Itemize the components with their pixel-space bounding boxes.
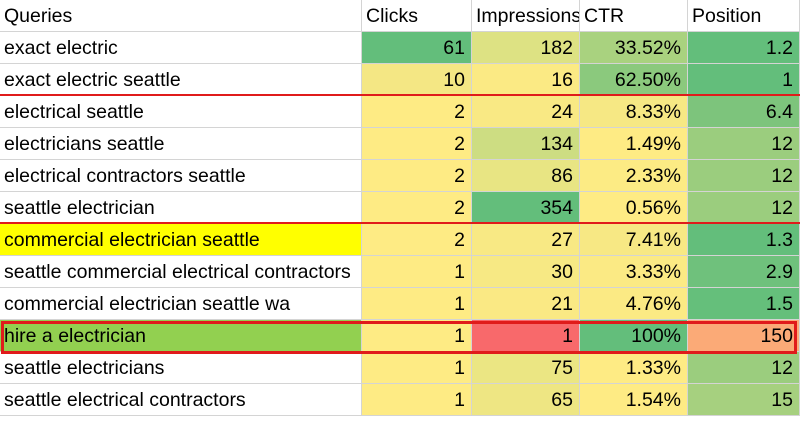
ctr-cell[interactable]: 8.33%: [580, 96, 688, 128]
header-clicks[interactable]: Clicks: [362, 0, 472, 32]
ctr-cell[interactable]: 1.54%: [580, 384, 688, 416]
query-cell[interactable]: electrical contractors seattle: [0, 160, 362, 192]
group-divider: [0, 94, 800, 96]
clicks-cell[interactable]: 1: [362, 288, 472, 320]
clicks-cell[interactable]: 1: [362, 320, 472, 352]
impressions-cell[interactable]: 30: [472, 256, 580, 288]
position-cell[interactable]: 150: [688, 320, 800, 352]
header-ctr[interactable]: CTR: [580, 0, 688, 32]
clicks-cell[interactable]: 1: [362, 384, 472, 416]
query-cell[interactable]: seattle electrician: [0, 192, 362, 224]
impressions-cell[interactable]: 354: [472, 192, 580, 224]
position-cell[interactable]: 12: [688, 160, 800, 192]
clicks-cell[interactable]: 2: [362, 128, 472, 160]
query-cell[interactable]: electricians seattle: [0, 128, 362, 160]
impressions-cell[interactable]: 21: [472, 288, 580, 320]
ctr-cell[interactable]: 2.33%: [580, 160, 688, 192]
table-row: seattle electrical contractors 1 65 1.54% 15: [0, 384, 800, 416]
query-cell[interactable]: exact electric seattle: [0, 64, 362, 96]
impressions-cell[interactable]: 27: [472, 224, 580, 256]
table-row: seattle electricians 1 75 1.33% 12: [0, 352, 800, 384]
ctr-cell[interactable]: 1.49%: [580, 128, 688, 160]
clicks-cell[interactable]: 2: [362, 192, 472, 224]
position-cell[interactable]: 1.5: [688, 288, 800, 320]
table-row: commercial electrician seattle wa 1 21 4.76…: [0, 288, 800, 320]
position-cell[interactable]: 12: [688, 128, 800, 160]
table-row: exact electric 61 182 33.52% 1.2: [0, 32, 800, 64]
header-queries[interactable]: Queries: [0, 0, 362, 32]
query-cell[interactable]: hire a electrician: [0, 320, 362, 352]
ctr-cell[interactable]: 0.56%: [580, 192, 688, 224]
clicks-cell[interactable]: 1: [362, 352, 472, 384]
impressions-cell[interactable]: 16: [472, 64, 580, 96]
position-cell[interactable]: 1.3: [688, 224, 800, 256]
query-cell[interactable]: seattle electrical contractors: [0, 384, 362, 416]
table-row: electricians seattle 2 134 1.49% 12: [0, 128, 800, 160]
table-row: exact electric seattle 10 16 62.50% 1: [0, 64, 800, 96]
table-row: electrical contractors seattle 2 86 2.33% 12: [0, 160, 800, 192]
ctr-cell[interactable]: 7.41%: [580, 224, 688, 256]
ctr-cell[interactable]: 33.52%: [580, 32, 688, 64]
position-cell[interactable]: 2.9: [688, 256, 800, 288]
clicks-cell[interactable]: 10: [362, 64, 472, 96]
position-cell[interactable]: 6.4: [688, 96, 800, 128]
query-cell[interactable]: commercial electrician seattle wa: [0, 288, 362, 320]
table-row: commercial electrician seattle 2 27 7.41% 1.…: [0, 224, 800, 256]
query-cell[interactable]: exact electric: [0, 32, 362, 64]
group-divider: [0, 222, 800, 224]
impressions-cell[interactable]: 182: [472, 32, 580, 64]
query-cell[interactable]: seattle electricians: [0, 352, 362, 384]
ctr-cell[interactable]: 62.50%: [580, 64, 688, 96]
table-row: electrical seattle 2 24 8.33% 6.4: [0, 96, 800, 128]
table-row: seattle electrician 2 354 0.56% 12: [0, 192, 800, 224]
impressions-cell[interactable]: 86: [472, 160, 580, 192]
impressions-cell[interactable]: 75: [472, 352, 580, 384]
impressions-cell[interactable]: 134: [472, 128, 580, 160]
position-cell[interactable]: 15: [688, 384, 800, 416]
impressions-cell[interactable]: 65: [472, 384, 580, 416]
ctr-cell[interactable]: 3.33%: [580, 256, 688, 288]
impressions-cell[interactable]: 24: [472, 96, 580, 128]
clicks-cell[interactable]: 2: [362, 160, 472, 192]
position-cell[interactable]: 1.2: [688, 32, 800, 64]
header-row: Queries Clicks Impressions CTR Position: [0, 0, 800, 32]
clicks-cell[interactable]: 2: [362, 96, 472, 128]
query-cell[interactable]: electrical seattle: [0, 96, 362, 128]
clicks-cell[interactable]: 61: [362, 32, 472, 64]
impressions-cell[interactable]: 1: [472, 320, 580, 352]
ctr-cell[interactable]: 4.76%: [580, 288, 688, 320]
ctr-cell[interactable]: 1.33%: [580, 352, 688, 384]
header-position[interactable]: Position: [688, 0, 800, 32]
position-cell[interactable]: 12: [688, 352, 800, 384]
position-cell[interactable]: 1: [688, 64, 800, 96]
header-impressions[interactable]: Impressions: [472, 0, 580, 32]
table-row: seattle commercial electrical contractor…: [0, 256, 800, 288]
query-cell[interactable]: seattle commercial electrical contractor…: [0, 256, 362, 288]
clicks-cell[interactable]: 1: [362, 256, 472, 288]
position-cell[interactable]: 12: [688, 192, 800, 224]
clicks-cell[interactable]: 2: [362, 224, 472, 256]
ctr-cell[interactable]: 100%: [580, 320, 688, 352]
query-cell[interactable]: commercial electrician seattle: [0, 224, 362, 256]
table-row: hire a electrician 1 1 100% 150: [0, 320, 800, 352]
